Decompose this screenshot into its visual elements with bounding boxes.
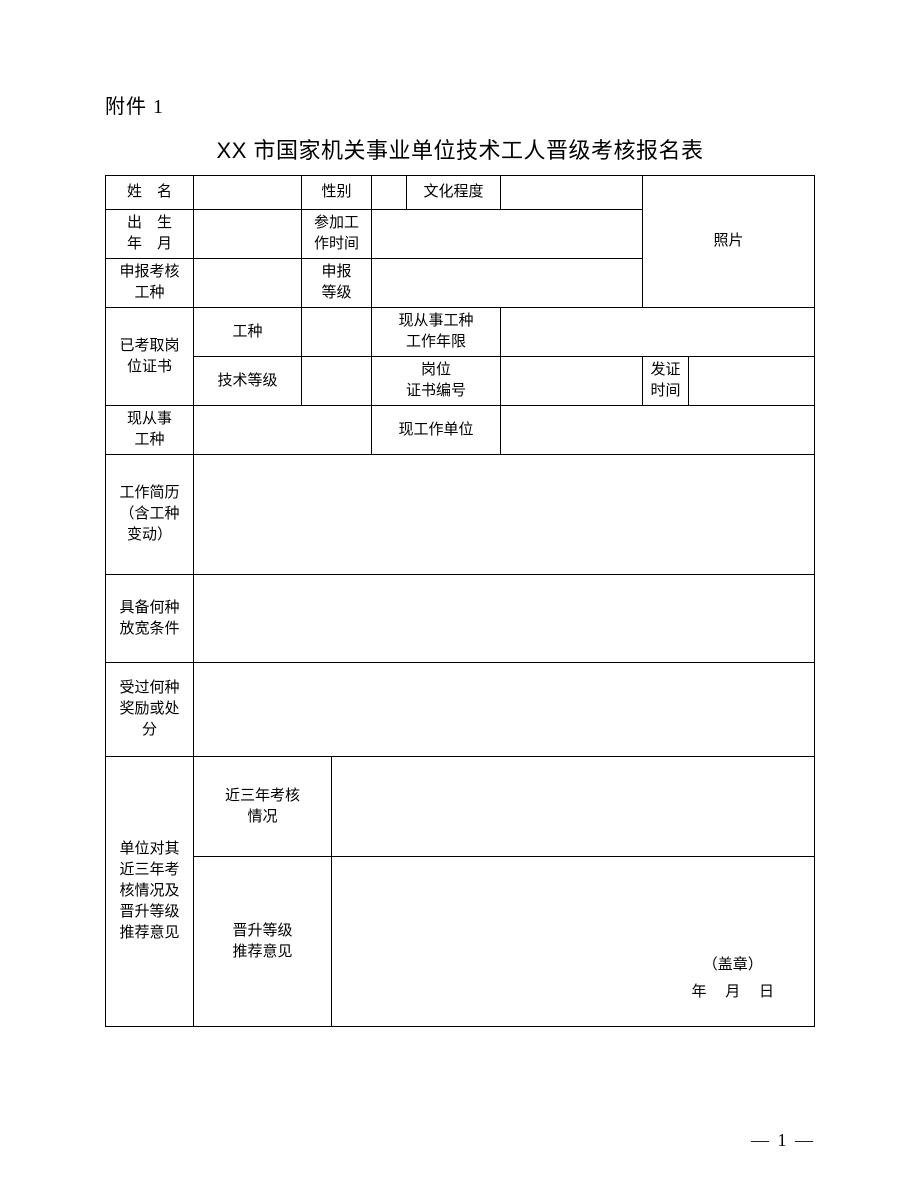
value-cond[interactable]: [194, 575, 815, 663]
page-number: — 1 —: [751, 1130, 815, 1151]
label-years: 现从事工种工作年限: [372, 308, 501, 357]
value-name[interactable]: [194, 176, 302, 210]
label-promo: 晋升等级推荐意见: [194, 857, 332, 1027]
value-education[interactable]: [501, 176, 643, 210]
value-promo[interactable]: （盖章） 年 月 日: [332, 857, 815, 1027]
label-certno: 岗位证书编号: [372, 357, 501, 406]
label-job-type: 工种: [194, 308, 302, 357]
value-birth[interactable]: [194, 210, 302, 259]
value-worktime[interactable]: [372, 210, 643, 259]
stamp-area: （盖章） 年 月 日: [692, 952, 775, 1006]
value-certno[interactable]: [501, 357, 643, 406]
label-current-unit: 现工作单位: [372, 406, 501, 455]
value-reward[interactable]: [194, 663, 815, 757]
label-unit-opinion: 单位对其近三年考核情况及晋升等级推荐意见: [106, 757, 194, 1027]
label-reward: 受过何种奖励或处分: [106, 663, 194, 757]
label-review: 近三年考核情况: [194, 757, 332, 857]
label-issue: 发证时间: [643, 357, 689, 406]
label-apply-type: 申报考核工种: [106, 259, 194, 308]
value-job-type[interactable]: [302, 308, 372, 357]
label-name: 姓 名: [106, 176, 194, 210]
form-title: XX 市国家机关事业单位技术工人晋级考核报名表: [105, 133, 815, 165]
label-worktime: 参加工作时间: [302, 210, 372, 259]
photo-cell: 照片: [643, 176, 815, 308]
value-apply-level[interactable]: [372, 259, 643, 308]
value-review[interactable]: [332, 757, 815, 857]
attachment-label: 附件 1: [105, 90, 815, 119]
value-current[interactable]: [194, 406, 372, 455]
label-current: 现从事工种: [106, 406, 194, 455]
label-apply-level: 申报等级: [302, 259, 372, 308]
label-tech-level: 技术等级: [194, 357, 302, 406]
value-history[interactable]: [194, 455, 815, 575]
label-cond: 具备何种放宽条件: [106, 575, 194, 663]
value-issue[interactable]: [689, 357, 815, 406]
label-cert: 已考取岗位证书: [106, 308, 194, 406]
value-apply-type[interactable]: [194, 259, 302, 308]
value-years[interactable]: [501, 308, 815, 357]
value-tech-level[interactable]: [302, 357, 372, 406]
registration-form-table: 姓 名 性别 文化程度 照片 出 生年 月 参加工作时间 申报考核工种 申报等级…: [105, 175, 815, 1027]
label-gender: 性别: [302, 176, 372, 210]
label-birth: 出 生年 月: [106, 210, 194, 259]
value-current-unit[interactable]: [501, 406, 815, 455]
value-gender[interactable]: [372, 176, 407, 210]
label-education: 文化程度: [407, 176, 501, 210]
label-history: 工作简历（含工种变动）: [106, 455, 194, 575]
